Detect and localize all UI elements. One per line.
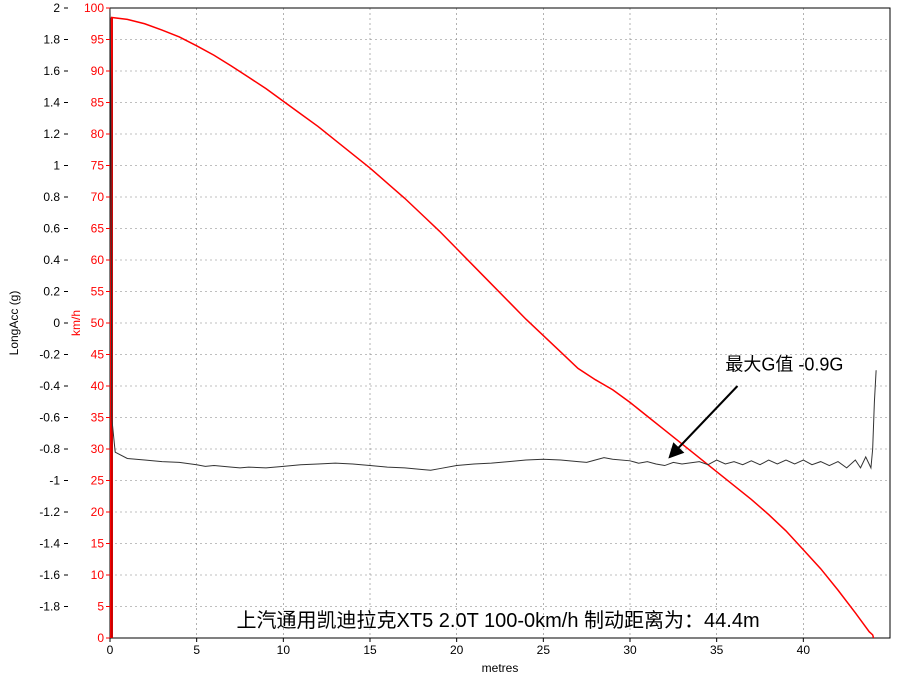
svg-text:-0.2: -0.2 xyxy=(39,348,60,362)
svg-text:80: 80 xyxy=(91,127,105,141)
svg-text:45: 45 xyxy=(91,348,105,362)
svg-text:-1: -1 xyxy=(49,474,60,488)
svg-text:0.2: 0.2 xyxy=(43,285,60,299)
chart-svg: -1.8 -1.6 -1.4 -1.2 -1 -0.8 -0.6 -0.4 -0.2 0 0.2 0.… xyxy=(0,0,908,681)
svg-text:-0.4: -0.4 xyxy=(39,379,60,393)
svg-text:35: 35 xyxy=(710,643,724,657)
svg-text:0: 0 xyxy=(107,643,114,657)
svg-text:1.2: 1.2 xyxy=(43,127,60,141)
svg-text:20: 20 xyxy=(91,505,105,519)
svg-text:5: 5 xyxy=(193,643,200,657)
chart-container: -1.8 -1.6 -1.4 -1.2 -1 -0.8 -0.6 -0.4 -0.2 0 0.2 0.… xyxy=(0,0,908,681)
svg-text:60: 60 xyxy=(91,253,105,267)
x-axis-label: metres xyxy=(482,661,519,675)
svg-text:-1.8: -1.8 xyxy=(39,600,60,614)
svg-text:30: 30 xyxy=(91,442,105,456)
svg-text:0: 0 xyxy=(97,631,104,645)
svg-text:10: 10 xyxy=(91,568,105,582)
svg-text:-0.6: -0.6 xyxy=(39,411,60,425)
svg-text:90: 90 xyxy=(91,64,105,78)
svg-text:75: 75 xyxy=(91,159,105,173)
y-left-label: LongAcc (g) xyxy=(7,291,21,356)
svg-text:1.6: 1.6 xyxy=(43,64,60,78)
svg-text:0.8: 0.8 xyxy=(43,190,60,204)
svg-text:-1.6: -1.6 xyxy=(39,568,60,582)
svg-text:0: 0 xyxy=(53,316,60,330)
svg-text:30: 30 xyxy=(623,643,637,657)
svg-text:0.4: 0.4 xyxy=(43,253,60,267)
svg-text:40: 40 xyxy=(797,643,811,657)
svg-text:1.4: 1.4 xyxy=(43,96,60,110)
svg-text:10: 10 xyxy=(277,643,291,657)
y-right-label: km/h xyxy=(69,310,83,336)
svg-text:25: 25 xyxy=(91,474,105,488)
svg-text:65: 65 xyxy=(91,222,105,236)
svg-text:85: 85 xyxy=(91,96,105,110)
svg-text:55: 55 xyxy=(91,285,105,299)
svg-text:15: 15 xyxy=(91,537,105,551)
svg-text:50: 50 xyxy=(91,316,105,330)
svg-text:1: 1 xyxy=(53,159,60,173)
svg-text:20: 20 xyxy=(450,643,464,657)
svg-text:1.8: 1.8 xyxy=(43,33,60,47)
caption-text: 上汽通用凯迪拉克XT5 2.0T 100-0km/h 制动距离为：44.4m xyxy=(237,609,760,632)
svg-text:40: 40 xyxy=(91,379,105,393)
svg-text:-1.2: -1.2 xyxy=(39,505,60,519)
svg-text:0.6: 0.6 xyxy=(43,222,60,236)
max-g-annotation: 最大G值 -0.9G xyxy=(725,354,843,374)
svg-text:-0.8: -0.8 xyxy=(39,442,60,456)
svg-text:2: 2 xyxy=(53,1,60,15)
svg-text:100: 100 xyxy=(84,1,104,15)
svg-text:5: 5 xyxy=(97,600,104,614)
svg-text:70: 70 xyxy=(91,190,105,204)
svg-text:15: 15 xyxy=(363,643,377,657)
svg-text:-1.4: -1.4 xyxy=(39,537,60,551)
svg-text:95: 95 xyxy=(91,33,105,47)
svg-text:35: 35 xyxy=(91,411,105,425)
svg-text:25: 25 xyxy=(537,643,551,657)
